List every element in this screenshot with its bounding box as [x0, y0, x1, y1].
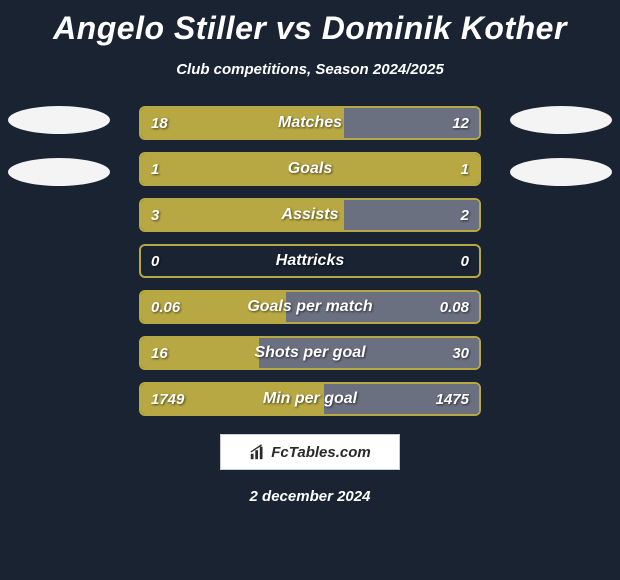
stat-label: Goals [288, 160, 332, 178]
chart-icon [249, 443, 267, 461]
stat-value-right: 0 [461, 253, 469, 270]
stats-area: 18 12 Matches 1 1 Goals 3 2 Assists 0 0 Hattricks 0.… [0, 106, 620, 416]
logo-box: FcTables.com [220, 434, 400, 470]
stat-fill-right [344, 200, 479, 230]
stat-value-right: 2 [461, 207, 469, 224]
stat-label: Min per goal [263, 390, 357, 408]
stat-row: 1749 1475 Min per goal [139, 382, 481, 416]
avatar-placeholder [8, 106, 110, 134]
stat-row: 16 30 Shots per goal [139, 336, 481, 370]
stat-value-left: 1749 [151, 391, 184, 408]
stat-row: 3 2 Assists [139, 198, 481, 232]
stat-label: Hattricks [276, 252, 344, 270]
stat-value-right: 30 [452, 345, 469, 362]
stat-row: 1 1 Goals [139, 152, 481, 186]
page-title: Angelo Stiller vs Dominik Kother [53, 10, 567, 47]
stat-value-right: 1475 [436, 391, 469, 408]
stat-value-left: 3 [151, 207, 159, 224]
stat-value-right: 1 [461, 161, 469, 178]
avatar-placeholder [8, 158, 110, 186]
avatar-placeholder [510, 158, 612, 186]
avatar-placeholder [510, 106, 612, 134]
stat-value-left: 0 [151, 253, 159, 270]
stat-value-right: 0.08 [440, 299, 469, 316]
player1-avatars [8, 106, 110, 210]
stat-label: Shots per goal [254, 344, 365, 362]
stat-row: 0.06 0.08 Goals per match [139, 290, 481, 324]
stat-value-right: 12 [452, 115, 469, 132]
player2-avatars [510, 106, 612, 210]
stat-row: 0 0 Hattricks [139, 244, 481, 278]
stat-value-left: 0.06 [151, 299, 180, 316]
date-text: 2 december 2024 [250, 488, 371, 505]
stat-value-left: 1 [151, 161, 159, 178]
stat-label: Matches [278, 114, 342, 132]
stat-label: Goals per match [247, 298, 372, 316]
logo-text: FcTables.com [271, 444, 370, 461]
stat-row: 18 12 Matches [139, 106, 481, 140]
stat-value-left: 16 [151, 345, 168, 362]
subtitle: Club competitions, Season 2024/2025 [176, 61, 444, 78]
stat-value-left: 18 [151, 115, 168, 132]
stat-label: Assists [282, 206, 339, 224]
